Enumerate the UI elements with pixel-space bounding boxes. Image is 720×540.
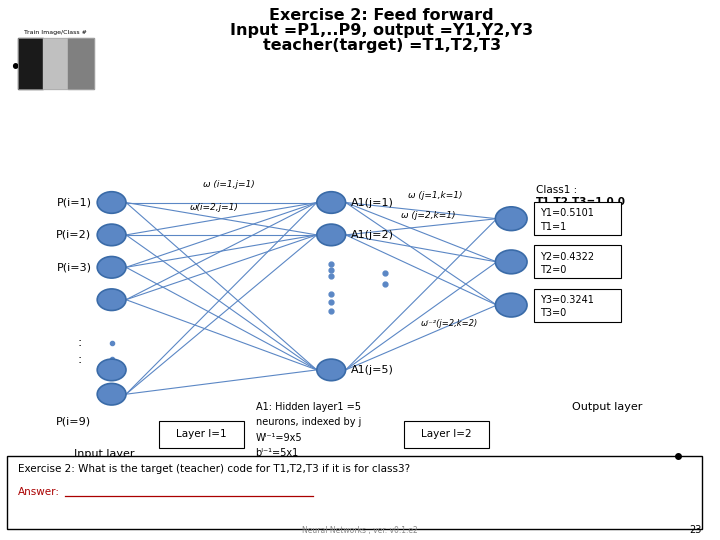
FancyBboxPatch shape [534,288,621,322]
Bar [43,38,68,89]
Text: :: : [77,353,81,366]
Text: Input layer: Input layer [74,449,135,460]
Text: Class1 :: Class1 : [536,185,577,195]
Text: ω (j=1,k=1): ω (j=1,k=1) [408,191,463,200]
Text: Y2=0.4322: Y2=0.4322 [540,252,594,261]
Circle shape [495,250,527,274]
Text: Exercise 2: What is the target (teacher) code for T1,T2,T3 if it is for class3?: Exercise 2: What is the target (teacher)… [18,464,410,475]
FancyBboxPatch shape [534,245,621,279]
Circle shape [97,289,126,310]
Circle shape [317,224,346,246]
Text: Y3=0.3241: Y3=0.3241 [540,295,594,305]
Circle shape [317,192,346,213]
Text: Wˡ⁻¹=9x5: Wˡ⁻¹=9x5 [256,433,302,443]
Text: P(i=9): P(i=9) [56,416,91,426]
Circle shape [97,256,126,278]
Text: Answer:: Answer: [18,487,60,497]
Circle shape [97,359,126,381]
Bar [18,38,43,89]
Text: T1,T2,T3=1,0,0: T1,T2,T3=1,0,0 [536,197,626,207]
Text: bˡ⁻¹=5x1: bˡ⁻¹=5x1 [256,448,299,458]
Text: A1(j=5): A1(j=5) [351,365,395,375]
Text: •: • [9,58,20,77]
Circle shape [495,293,527,317]
FancyBboxPatch shape [7,456,702,529]
Text: teacher(target) =T1,T2,T3: teacher(target) =T1,T2,T3 [263,38,500,53]
Text: Layer l=1: Layer l=1 [176,429,227,439]
Text: ω (i=1,j=1): ω (i=1,j=1) [203,180,254,189]
Text: P(i=3): P(i=3) [56,262,91,272]
Text: ω(i=2,j=1): ω(i=2,j=1) [190,202,238,212]
Text: Exercise 2: Feed forward: Exercise 2: Feed forward [269,8,494,23]
Text: Output layer: Output layer [572,402,643,413]
Text: Layer l=2: Layer l=2 [421,429,472,439]
Text: A1: Hidden layer1 =5: A1: Hidden layer1 =5 [256,402,361,413]
Text: 23: 23 [690,525,702,535]
Text: ωˡ⁻²(j=2,k=2): ωˡ⁻²(j=2,k=2) [421,319,479,328]
Circle shape [495,207,527,231]
Text: neurons, indexed by j: neurons, indexed by j [256,417,361,428]
Circle shape [97,192,126,213]
FancyBboxPatch shape [159,421,244,448]
Text: Y1=0.5101: Y1=0.5101 [540,208,594,218]
Text: A1(j=1): A1(j=1) [351,198,395,207]
Text: T1=1: T1=1 [540,222,566,232]
Circle shape [97,383,126,405]
Text: P(i=1): P(i=1) [56,198,91,207]
Text: T2=0: T2=0 [540,265,567,275]
Text: :: : [77,336,81,349]
FancyBboxPatch shape [534,202,621,235]
Bar [68,38,94,89]
Text: T3=0: T3=0 [540,308,566,318]
Text: Neural Networks , ver. v0.1.e2: Neural Networks , ver. v0.1.e2 [302,526,418,535]
Bar [18,38,94,89]
Text: ω (j=2,k=1): ω (j=2,k=1) [401,211,456,220]
Circle shape [97,224,126,246]
FancyBboxPatch shape [404,421,489,448]
Text: P(i=2): P(i=2) [56,230,91,240]
Circle shape [317,359,346,381]
Text: A1(j=2): A1(j=2) [351,230,395,240]
Text: Train Image/Class #: Train Image/Class # [24,30,87,35]
Text: Input =P1,..P9, output =Y1,Y2,Y3: Input =P1,..P9, output =Y1,Y2,Y3 [230,23,534,38]
